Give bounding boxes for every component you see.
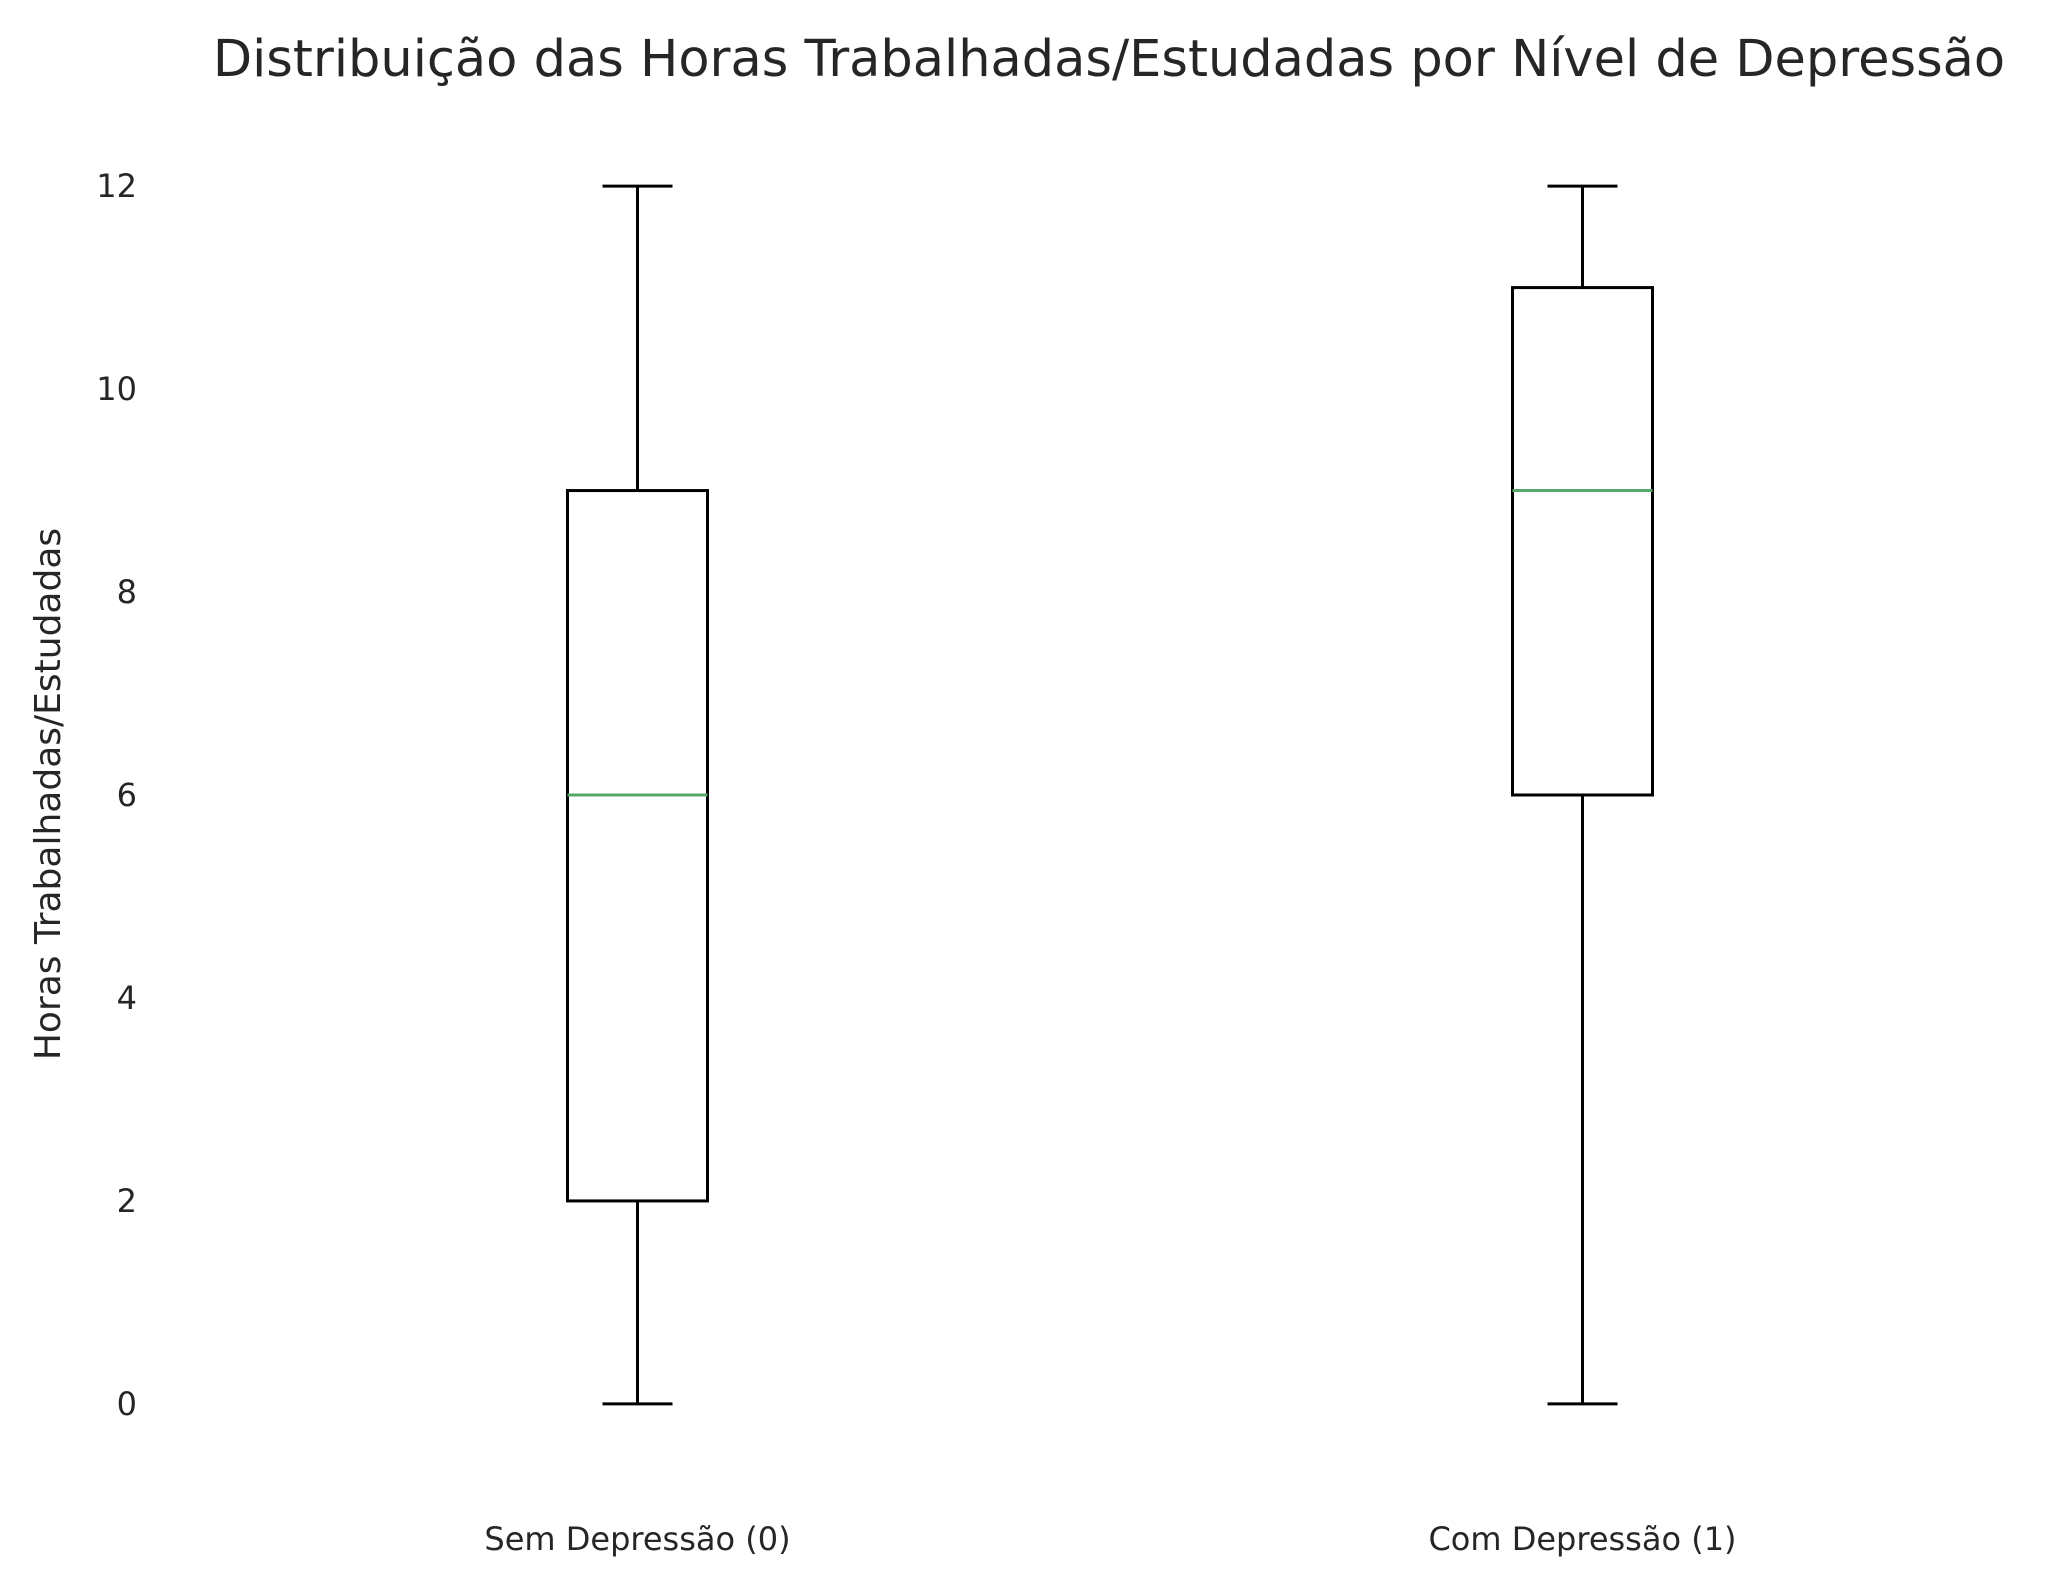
y-axis-label: Horas Trabalhadas/Estudadas (28, 528, 69, 1060)
box-iqr (1511, 286, 1654, 797)
y-tick-label: 8 (117, 573, 137, 611)
y-tick-label: 6 (117, 776, 137, 814)
y-tick-label: 12 (96, 167, 137, 205)
y-axis-ticks: 0 2 4 6 8 10 12 (96, 167, 137, 1423)
x-tick-label: Sem Depressão (0) (484, 1520, 790, 1558)
box-series (566, 184, 1654, 1406)
y-tick-label: 0 (117, 1385, 137, 1423)
chart-title: Distribuição das Horas Trabalhadas/Estud… (213, 30, 2005, 89)
x-tick-label: Com Depressão (1) (1428, 1520, 1736, 1558)
y-tick-label: 4 (117, 979, 137, 1017)
y-tick-label: 2 (117, 1182, 137, 1220)
y-tick-label: 10 (96, 370, 137, 408)
box-iqr (566, 489, 709, 1203)
x-axis-ticks: Sem Depressão (0) Com Depressão (1) (484, 1520, 1736, 1558)
box-group (1511, 184, 1654, 1406)
box-group (566, 184, 709, 1406)
